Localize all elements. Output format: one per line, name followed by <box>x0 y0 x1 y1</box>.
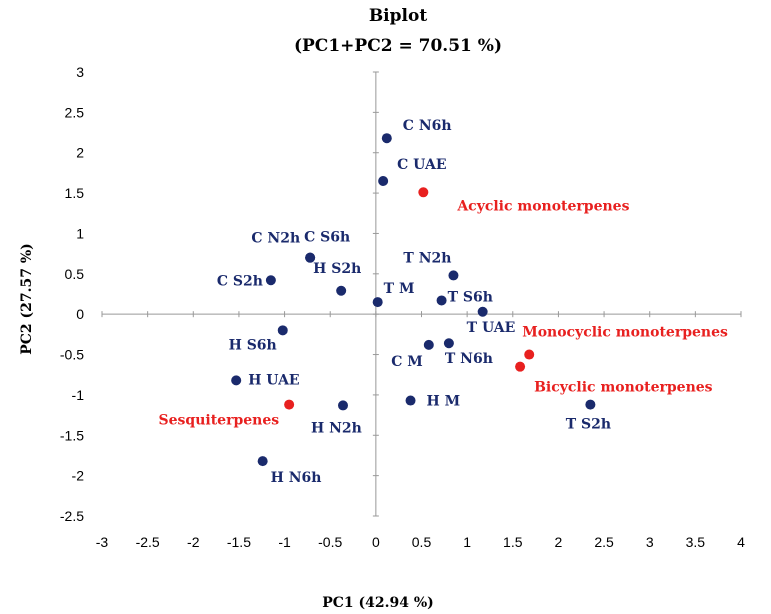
point-label-acyclic-monoterpenes: Acyclic monoterpenes <box>456 198 629 214</box>
point-label-h-uae: H UAE <box>248 372 299 388</box>
point-label-t-m: T M <box>384 281 415 297</box>
point-label-c-n6h: C N6h <box>403 118 452 134</box>
x-tick-label: 3.5 <box>686 534 706 550</box>
y-tick-label: -2.5 <box>60 508 84 524</box>
point-label-h-s6h: H S6h <box>229 337 277 353</box>
chart-title: Biplot <box>369 6 428 26</box>
point-label-monocyclic-monoterpenes: Monocyclic monoterpenes <box>522 325 728 341</box>
point-c-s2h <box>265 275 276 286</box>
point-label-c-m: C M <box>391 354 423 370</box>
point-label-h-s2h: H S2h <box>313 261 361 277</box>
x-tick-label: 0 <box>372 534 380 550</box>
x-tick-label: 1.5 <box>503 534 523 550</box>
x-tick-label: 4 <box>737 534 745 550</box>
point-c-uae <box>378 175 389 186</box>
point-t-uae <box>477 306 488 317</box>
point-t-n2h <box>448 270 459 281</box>
point-acyclic-monoterpenes <box>418 187 429 198</box>
y-tick-label: 0.5 <box>65 266 85 282</box>
chart-subtitle: (PC1+PC2 = 70.51 %) <box>294 36 502 56</box>
y-tick-label: 1 <box>76 225 84 241</box>
point-label-sesquiterpenes: Sesquiterpenes <box>159 413 280 429</box>
point-t-n6h <box>443 338 454 349</box>
point-h-uae <box>231 375 242 386</box>
point-label-t-s2h: T S2h <box>566 417 611 433</box>
x-tick-label: -1.5 <box>227 534 251 550</box>
y-tick-label: 2.5 <box>65 104 85 120</box>
x-tick-label: 0.5 <box>412 534 432 550</box>
point-h-s2h <box>336 285 347 296</box>
y-tick-label: -1.5 <box>60 427 84 443</box>
point-t-s6h <box>436 295 447 306</box>
point-label-t-n2h: T N2h <box>403 250 451 266</box>
x-tick-label: -3 <box>96 534 109 550</box>
point-label-bicyclic-monoterpenes: Bicyclic monoterpenes <box>534 380 713 396</box>
y-axis-label: PC2 (27.57 %) <box>19 243 35 355</box>
point-h-s6h <box>277 325 288 336</box>
y-tick-label: 2 <box>76 145 84 161</box>
point-label-h-n6h: H N6h <box>271 470 322 486</box>
x-tick-label: -1 <box>278 534 291 550</box>
x-tick-label: -0.5 <box>318 534 342 550</box>
point-sesquiterpenes <box>284 399 295 410</box>
y-tick-label: 0 <box>76 306 84 322</box>
x-tick-label: 3 <box>646 534 654 550</box>
point-monocyclic-monoterpenes <box>524 349 535 360</box>
point-h-n2h <box>337 400 348 411</box>
point-h-n6h <box>257 456 268 467</box>
x-tick-label: 2.5 <box>594 534 614 550</box>
point-bicyclic-monoterpenes <box>515 361 526 372</box>
point-label-c-s6h: C S6h <box>304 230 350 246</box>
point-label-c-uae: C UAE <box>397 157 446 173</box>
point-label-t-n6h: T N6h <box>445 351 493 367</box>
point-label-t-s6h: T S6h <box>448 289 493 305</box>
point-label-h-m: H M <box>427 394 461 410</box>
y-tick-label: 1.5 <box>65 185 85 201</box>
x-tick-label: 2 <box>555 534 563 550</box>
y-tick-label: -1 <box>72 387 85 403</box>
point-t-m <box>372 297 383 308</box>
point-c-n6h <box>381 133 392 144</box>
y-tick-label: 3 <box>76 64 84 80</box>
point-t-s2h <box>585 399 596 410</box>
point-c-n2h <box>305 252 316 263</box>
y-tick-label: -2 <box>72 468 85 484</box>
point-label-c-s2h: C S2h <box>217 273 263 289</box>
point-c-m <box>423 339 434 350</box>
y-tick-label: -0.5 <box>60 347 84 363</box>
x-tick-label: -2 <box>187 534 200 550</box>
point-h-m <box>405 395 416 406</box>
point-label-t-uae: T UAE <box>467 320 516 336</box>
x-tick-label: -2.5 <box>136 534 160 550</box>
axes: -3 -2.5 -2 -1.5 -1 -0.5 0 0.5 1 1.5 2 2.5 3 3.5 4 -2.5 -… <box>60 64 745 550</box>
x-axis-label: PC1 (42.94 %) <box>322 595 434 611</box>
point-label-c-n2h: C N2h <box>251 231 300 247</box>
x-tick-label: 1 <box>463 534 471 550</box>
point-label-h-n2h: H N2h <box>311 420 362 436</box>
